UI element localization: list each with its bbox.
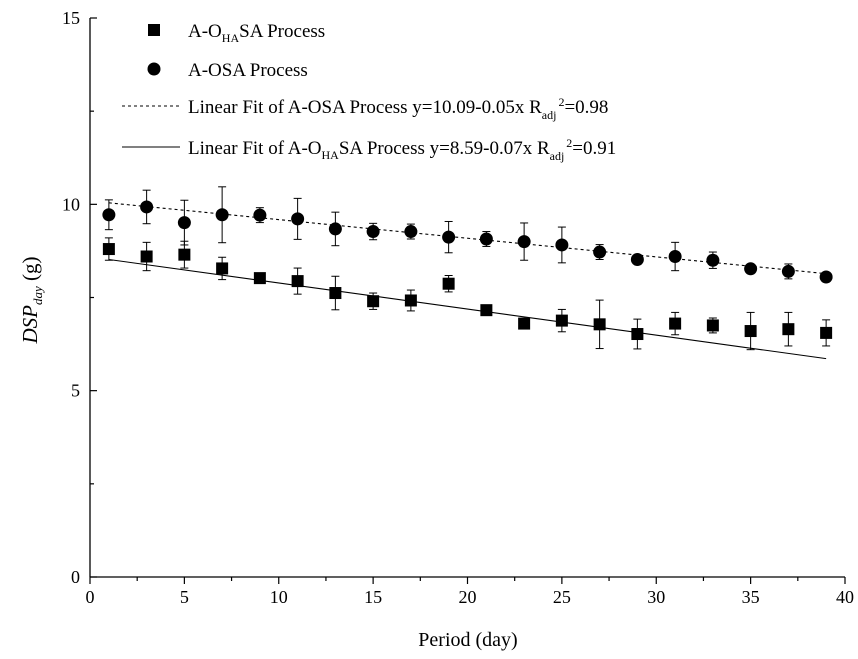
data-point-square [329, 287, 342, 300]
data-point-circle [215, 208, 229, 222]
data-point-circle [517, 235, 531, 249]
data-point-circle [593, 245, 607, 259]
legend-label-a-osa: A-OSA Process [188, 60, 308, 81]
data-point-circle [781, 264, 795, 278]
data-point-square [404, 294, 417, 307]
x-tick-label: 20 [459, 587, 477, 607]
data-point-circle [668, 250, 682, 264]
data-point-circle [442, 230, 456, 244]
data-point-square [102, 243, 115, 256]
data-point-square [480, 304, 493, 317]
data-point-square [140, 250, 153, 263]
data-point-square [291, 275, 304, 288]
data-marks [102, 186, 833, 351]
legend-label-fit-a-ohasa: Linear Fit of A-OHASA Process y=8.59-0.0… [188, 136, 616, 163]
data-point-square [555, 314, 568, 327]
data-point-square [744, 325, 757, 338]
data-point-circle [253, 208, 267, 222]
data-point-circle [328, 222, 342, 236]
y-tick-label: 10 [62, 194, 80, 214]
data-point-circle [744, 262, 758, 276]
data-point-circle [706, 253, 720, 267]
data-point-square [178, 248, 191, 261]
y-tick-label: 5 [71, 381, 80, 401]
legend-marker-circle [147, 62, 161, 76]
data-point-circle [291, 212, 305, 226]
data-point-square [367, 295, 380, 308]
x-tick-label: 35 [742, 587, 760, 607]
data-point-square [782, 323, 795, 336]
y-axis-label-sub: day [30, 286, 45, 305]
data-point-circle [140, 200, 154, 214]
x-tick-label: 30 [647, 587, 665, 607]
x-tick-label: 5 [180, 587, 189, 607]
data-point-square [518, 317, 531, 330]
y-tick-label: 0 [71, 567, 80, 587]
fit-line-a-ohasa [108, 258, 827, 360]
data-point-circle [555, 238, 569, 252]
x-tick-label: 15 [364, 587, 382, 607]
legend-label-fit-a-osa: Linear Fit of A-OSA Process y=10.09-0.05… [188, 95, 608, 122]
data-point-circle [404, 225, 418, 239]
axes: 0 5 10 15 20 25 30 35 40 0 5 10 15 [62, 8, 854, 607]
data-point-square [442, 277, 455, 290]
legend: A-OHASA Process A-OSA Process Linear Fit o… [122, 21, 616, 163]
x-tick-label: 25 [553, 587, 571, 607]
y-axis-label-unit: (g) [18, 256, 42, 286]
legend-marker-square [148, 24, 160, 36]
x-axis-label: Period (day) [418, 629, 517, 651]
data-point-circle [819, 270, 833, 284]
data-point-circle [366, 225, 380, 239]
data-point-circle [177, 216, 191, 230]
y-tick-label: 15 [62, 8, 80, 28]
fit-lines [108, 202, 827, 360]
data-point-square [669, 317, 682, 330]
data-point-circle [479, 232, 493, 246]
y-axis-label: DSPday (g) [18, 256, 45, 344]
data-point-square [593, 318, 606, 331]
data-point-square [706, 319, 719, 332]
x-tick-label: 0 [86, 587, 95, 607]
data-point-square [216, 262, 229, 275]
x-tick-label: 40 [836, 587, 854, 607]
x-tick-label: 10 [270, 587, 288, 607]
data-point-circle [102, 208, 116, 222]
data-point-square [631, 328, 644, 341]
legend-label-a-ohasa: A-OHASA Process [188, 21, 325, 45]
y-axis-label-main: DSP [18, 305, 42, 345]
data-point-circle [630, 252, 644, 266]
data-point-square [820, 326, 833, 339]
data-point-square [253, 272, 266, 285]
